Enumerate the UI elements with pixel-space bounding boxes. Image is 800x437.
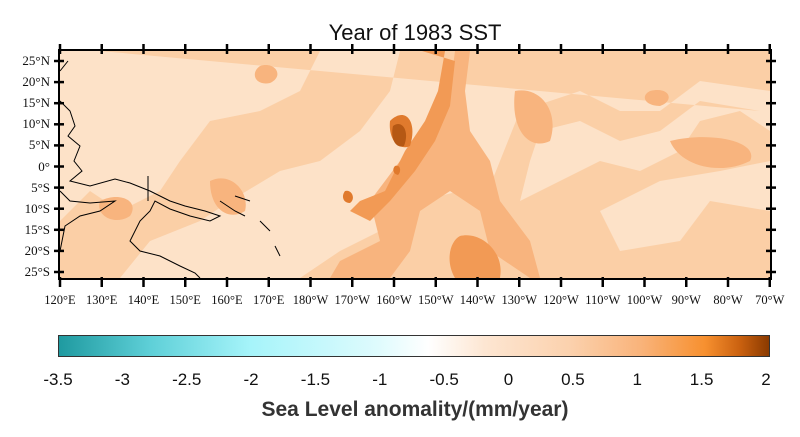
colorbar-tick-label: 1 <box>632 370 642 389</box>
lon-tick-label: 90°W <box>671 293 701 307</box>
lat-tick-label: 5°N <box>28 137 50 153</box>
lon-tick-label: 160°W <box>376 293 412 307</box>
contour-level-2 <box>330 51 540 278</box>
colorbar-tick-label: -0.5 <box>429 370 459 389</box>
lon-tick-label: 100°W <box>626 293 663 307</box>
colorbar-tick-label: -2 <box>243 370 259 389</box>
colorbar-tick-label: -1.5 <box>300 370 331 389</box>
lat-tick-label: 0° <box>38 158 50 174</box>
colorbar-tick-label: -3.5 <box>43 370 73 389</box>
lon-tick-label: 130°E <box>86 293 118 307</box>
axis-ticks <box>54 44 776 287</box>
lon-tick-label: 130°W <box>501 293 538 307</box>
sst-map <box>54 44 776 287</box>
colorbar <box>58 335 770 357</box>
colorbar-tick-label: -3 <box>114 370 130 389</box>
lon-tick-label: 120°E <box>44 293 76 307</box>
lon-tick-label: 170°W <box>334 293 371 307</box>
colorbar-tick-label: 1.5 <box>689 370 714 389</box>
lon-tick-label: 110°W <box>585 293 621 307</box>
lon-tick-label: 170°E <box>253 293 285 307</box>
lat-tick-label: 20°N <box>22 74 50 90</box>
lon-tick-label: 70°W <box>755 293 785 307</box>
map-title: Year of 1983 SST <box>328 20 502 45</box>
contour-level-1 <box>60 51 770 278</box>
lon-tick-label: 140°W <box>459 293 496 307</box>
colorbar-tick-label: 2 <box>761 370 771 389</box>
lat-tick-label: 15°S <box>24 221 50 237</box>
colorbar-tick-label: 0 <box>503 370 514 389</box>
lat-tick-label: 25°S <box>24 264 50 279</box>
lat-tick-label: 20°S <box>24 242 50 258</box>
lon-tick-label: 180°W <box>292 293 329 307</box>
colorbar-label: Sea Level anomality/(mm/year) <box>261 398 569 421</box>
lat-tick-label: 5°S <box>31 179 50 195</box>
lat-tick-label: 10°S <box>24 200 50 216</box>
lat-tick-label: 10°N <box>22 116 50 132</box>
lon-tick-label: 140°E <box>127 293 160 307</box>
lat-tick-label: 15°N <box>22 95 50 111</box>
colorbar-tick-label: 0.5 <box>561 370 585 389</box>
contour-level-5 <box>392 123 407 147</box>
colorbar-tick-label: -2.5 <box>172 370 202 389</box>
lon-tick-label: 150°W <box>417 293 454 307</box>
lon-tick-label: 150°E <box>169 293 201 307</box>
contour-level-3 <box>350 51 501 278</box>
coastlines <box>60 60 281 278</box>
lon-tick-label: 120°W <box>543 293 579 307</box>
lon-tick-label: 80°W <box>713 293 743 307</box>
lat-tick-label: 25°N <box>22 53 50 68</box>
colorbar-tick-label: -1 <box>372 370 388 389</box>
lon-tick-label: 160°E <box>211 293 243 307</box>
